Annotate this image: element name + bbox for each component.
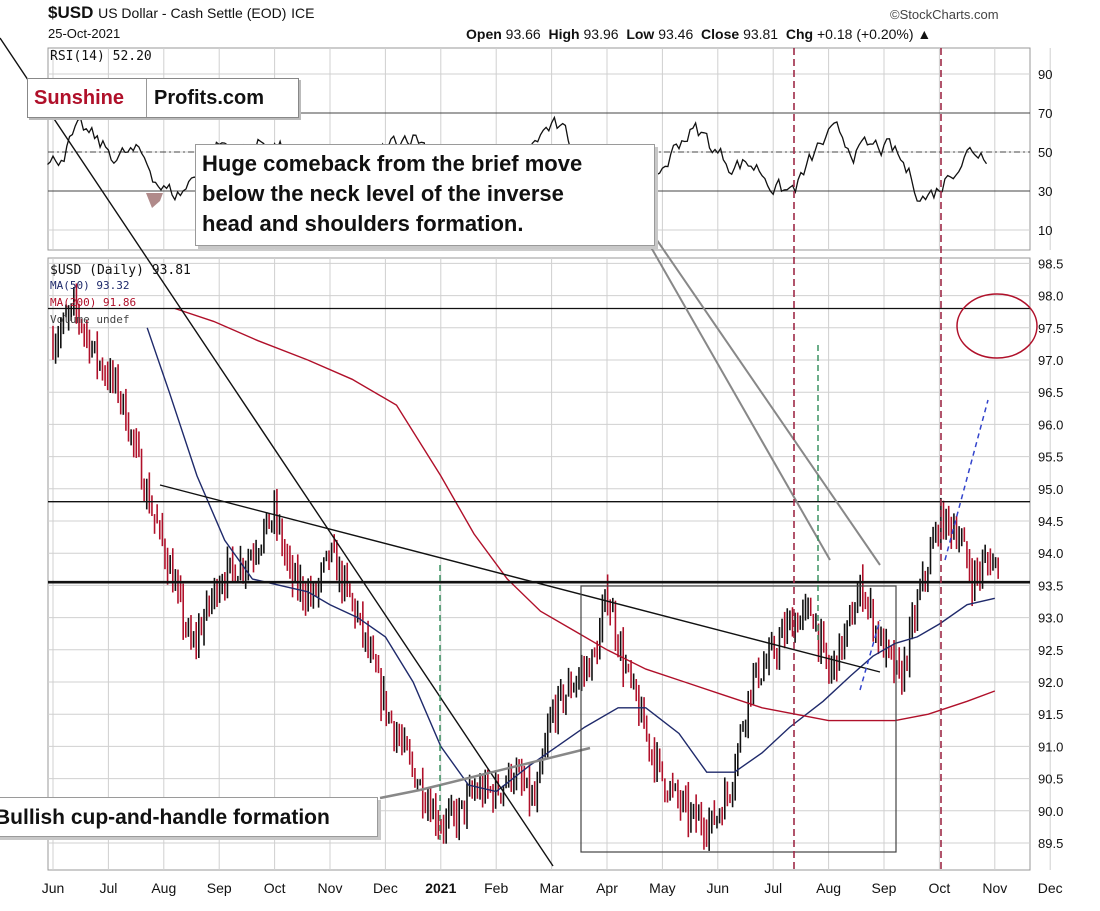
high-label: High	[548, 26, 580, 42]
price-y-tick-label: 90.0	[1038, 804, 1063, 819]
logo-divider	[146, 79, 147, 117]
price-y-tick-label: 90.5	[1038, 772, 1063, 787]
price-y-tick-label: 98.5	[1038, 256, 1063, 271]
x-tick-label: Oct	[264, 880, 286, 896]
price-y-tick-label: 91.5	[1038, 707, 1063, 722]
price-y-tick-label: 98.0	[1038, 289, 1063, 304]
chg-value: +0.18 (+0.20%)	[817, 26, 914, 42]
neckline	[159, 484, 881, 673]
price-y-tick-label: 97.5	[1038, 321, 1063, 336]
rsi-y-tick-label: 50	[1038, 145, 1052, 160]
open-label: Open	[466, 26, 502, 42]
sunshine-profits-logo: Sunshine Profits.com	[27, 78, 299, 118]
symbol: $USD	[48, 3, 94, 22]
annotation-line: head and shoulders formation.	[202, 211, 524, 236]
chg-arrow-icon: ▲	[917, 26, 932, 42]
x-tick-label: Nov	[318, 880, 343, 896]
price-y-tick-label: 89.5	[1038, 836, 1063, 851]
price-y-tick-label: 92.0	[1038, 675, 1063, 690]
callout-pointer	[649, 229, 881, 566]
x-tick-label: Sep	[872, 880, 897, 896]
annotation-line: below the neck level of the inverse	[202, 181, 564, 206]
x-tick-label: Nov	[982, 880, 1007, 896]
callout-pointer	[639, 227, 831, 561]
x-tick-label: 2021	[425, 880, 456, 896]
logo-sunshine-text: Sunshine	[34, 87, 125, 109]
rsi-y-tick-label: 10	[1038, 223, 1052, 238]
x-tick-label: Aug	[816, 880, 841, 896]
x-tick-label: Dec	[1038, 880, 1063, 896]
target-ellipse	[956, 293, 1038, 359]
x-tick-label: Apr	[596, 880, 618, 896]
source-credit: ©StockCharts.com	[890, 7, 999, 22]
exchange: ICE	[291, 5, 315, 21]
price-y-tick-label: 96.0	[1038, 417, 1063, 432]
price-panel-frame	[47, 257, 1031, 871]
rsi-panel-frame	[47, 47, 1031, 251]
rsi-legend: RSI(14) 52.20	[50, 49, 152, 64]
rsi-y-tick-label: 30	[1038, 184, 1052, 199]
x-tick-label: Jun	[42, 880, 65, 896]
annotation-line: Huge comeback from the brief move	[202, 151, 583, 176]
x-tick-label: Mar	[540, 880, 564, 896]
volume-legend: Volume undef	[50, 313, 130, 326]
price-y-tick-label: 91.0	[1038, 739, 1063, 754]
blue-projection-line	[944, 399, 989, 561]
x-tick-label: Oct	[929, 880, 951, 896]
downtrend-line	[0, 37, 554, 867]
cup-rectangle	[580, 585, 897, 853]
chart-header-title: $USD US Dollar - Cash Settle (EOD) ICE	[48, 3, 314, 23]
price-y-tick-label: 93.0	[1038, 611, 1063, 626]
cup-handle-pointer	[379, 788, 421, 800]
price-y-tick-label: 95.5	[1038, 450, 1063, 465]
close-label: Close	[701, 26, 740, 42]
price-y-tick-label: 95.0	[1038, 482, 1063, 497]
price-y-tick-label: 94.0	[1038, 546, 1063, 561]
close-value: 93.81	[743, 26, 779, 42]
high-value: 93.96	[583, 26, 619, 42]
chg-label: Chg	[785, 26, 814, 42]
x-tick-label: Jun	[707, 880, 730, 896]
rsi-oversold-fill	[146, 193, 163, 208]
instrument-name: US Dollar - Cash Settle (EOD)	[98, 5, 287, 21]
open-value: 93.66	[505, 26, 541, 42]
x-tick-label: Jul	[764, 880, 782, 896]
rsi-y-tick-label: 90	[1038, 67, 1052, 82]
annotation-head-and-shoulders: Huge comeback from the brief move below …	[195, 144, 655, 246]
annotation-cup-and-handle: Bullish cup-and-handle formation	[0, 797, 378, 837]
chart-date: 25-Oct-2021	[48, 26, 121, 41]
x-tick-label: May	[649, 880, 675, 896]
x-tick-label: Dec	[373, 880, 398, 896]
low-label: Low	[626, 26, 655, 42]
ma200-line	[174, 307, 996, 722]
low-value: 93.46	[658, 26, 694, 42]
price-y-tick-label: 96.5	[1038, 385, 1063, 400]
blue-projection-line	[859, 619, 881, 691]
price-y-tick-label: 92.5	[1038, 643, 1063, 658]
cup-handle-pointer	[419, 746, 591, 792]
logo-profits-text: Profits.com	[154, 87, 265, 109]
price-y-tick-label: 94.5	[1038, 514, 1063, 529]
price-y-tick-label: 97.0	[1038, 353, 1063, 368]
price-y-tick-label: 93.5	[1038, 578, 1063, 593]
x-tick-label: Feb	[484, 880, 508, 896]
x-tick-label: Sep	[207, 880, 232, 896]
ma200-legend: MA(200) 91.86	[50, 296, 137, 309]
ma50-legend: MA(50) 93.32	[50, 279, 130, 292]
x-tick-label: Jul	[99, 880, 117, 896]
x-tick-label: Aug	[151, 880, 176, 896]
rsi-y-tick-label: 70	[1038, 106, 1052, 121]
price-legend: $USD (Daily) 93.81	[50, 263, 191, 278]
ohlc-readout: Open 93.66 High 93.96 Low 93.46 Close 93…	[466, 26, 931, 42]
